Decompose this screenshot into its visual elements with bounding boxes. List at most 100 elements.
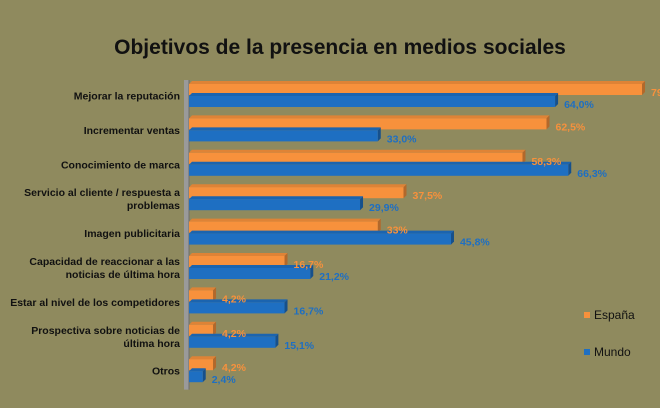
- bar-side-face: [213, 287, 217, 302]
- bar-mundo: [189, 164, 569, 176]
- bar-mundo: [189, 302, 285, 314]
- data-label: 62,5%: [556, 121, 586, 133]
- legend-label: Mundo: [594, 345, 631, 359]
- category-label: Mejorar la reputación: [74, 91, 180, 103]
- category-label: Otros: [152, 366, 180, 378]
- bar-mundo: [189, 199, 361, 211]
- chart-labels: 79,2% 64,0% Mejorar la reputación 62,5% 33,0…: [10, 87, 660, 386]
- bar-side-face: [377, 218, 381, 233]
- category-label-line: Prospectiva sobre noticias de: [31, 325, 180, 337]
- legend-swatch: [584, 349, 590, 355]
- chart-legend: España Mundo: [584, 308, 635, 359]
- chart-title: Objetivos de la presencia en medios soci…: [114, 36, 566, 59]
- bar-top-face: [189, 230, 454, 234]
- data-label: 29,9%: [369, 202, 399, 214]
- bar-espana: [189, 187, 404, 199]
- bar-top-face: [189, 333, 279, 337]
- category-label: Incrementar ventas: [84, 125, 180, 137]
- bar-espana: [189, 359, 214, 371]
- bar-side-face: [284, 253, 288, 267]
- bar-espana: [189, 84, 643, 95]
- category-label-line: Conocimiento de marca: [61, 159, 180, 171]
- category-label-line: noticias de última hora: [66, 269, 181, 281]
- bar-espana: [189, 152, 523, 164]
- bar-side-face: [555, 93, 559, 107]
- bar-side-face: [403, 184, 407, 199]
- category-label-line: problemas: [127, 200, 180, 212]
- bar-side-face: [450, 230, 454, 245]
- bar-mundo: [189, 371, 203, 383]
- bar-top-face: [189, 356, 217, 360]
- data-label: 64,0%: [564, 99, 594, 111]
- bar-side-face: [546, 115, 550, 130]
- bar-top-face: [189, 115, 550, 119]
- category-label-line: última hora: [123, 338, 180, 350]
- bar-top-face: [189, 321, 217, 325]
- bar-top-face: [189, 368, 206, 372]
- data-label: 4,2%: [222, 293, 247, 305]
- bar-top-face: [189, 265, 314, 268]
- category-label: Estar al nivel de los competidores: [10, 297, 180, 309]
- category-label-line: Incrementar ventas: [84, 125, 180, 137]
- bar-top-face: [189, 218, 381, 222]
- bar-side-face: [213, 356, 217, 371]
- bar-mundo: [189, 130, 378, 142]
- bar-top-face: [189, 299, 288, 303]
- data-label: 58,3%: [531, 156, 561, 168]
- bar-mundo: [189, 96, 556, 107]
- bar-side-face: [275, 333, 279, 348]
- bar-espana: [189, 256, 285, 267]
- data-label: 4,2%: [222, 362, 247, 374]
- category-label: Servicio al cliente / respuesta a problem…: [24, 187, 180, 212]
- category-label-line: Otros: [152, 366, 180, 378]
- category-label-line: Imagen publicitaria: [84, 228, 180, 240]
- bar-side-face: [213, 321, 217, 336]
- legend-swatch: [584, 312, 590, 318]
- data-label: 33%: [387, 225, 409, 237]
- bar-espana: [189, 118, 547, 130]
- category-label: Prospectiva sobre noticias de última hora: [31, 325, 180, 350]
- bar-side-face: [284, 299, 288, 314]
- bar-side-face: [202, 368, 206, 383]
- category-label: Capacidad de reaccionar a las noticias de…: [29, 256, 180, 281]
- bar-espana: [189, 324, 214, 336]
- data-label: 66,3%: [577, 168, 607, 180]
- chart-axis: [184, 80, 190, 390]
- bar-mundo: [189, 336, 276, 348]
- bar-top-face: [189, 127, 381, 131]
- chart-bars: [189, 81, 646, 383]
- bar-top-face: [189, 161, 572, 165]
- data-label: 79,2%: [651, 87, 660, 99]
- category-label-line: Estar al nivel de los competidores: [10, 297, 180, 309]
- data-label: 4,2%: [222, 328, 247, 340]
- bar-side-face: [377, 127, 381, 142]
- bar-side-face: [568, 161, 572, 176]
- bar-top-face: [189, 196, 364, 200]
- legend-label: España: [594, 308, 635, 322]
- data-label: 16,7%: [294, 305, 324, 317]
- data-label: 21,2%: [319, 271, 349, 283]
- bar-side-face: [360, 196, 364, 211]
- bar-top-face: [189, 81, 646, 84]
- category-label-line: Mejorar la reputación: [74, 91, 180, 103]
- bar-espana: [189, 221, 378, 233]
- bar-top-face: [189, 287, 217, 291]
- data-label: 45,8%: [460, 237, 490, 249]
- data-label: 33,0%: [387, 133, 417, 145]
- bar-mundo: [189, 268, 311, 279]
- category-label: Conocimiento de marca: [61, 159, 180, 171]
- bar-top-face: [189, 149, 526, 153]
- category-label-line: Servicio al cliente / respuesta a: [24, 187, 180, 199]
- category-label-line: Capacidad de reaccionar a las: [29, 256, 180, 268]
- bar-side-face: [642, 81, 646, 95]
- category-label: Imagen publicitaria: [84, 228, 180, 240]
- data-label: 16,7%: [294, 259, 324, 271]
- bar-espana: [189, 290, 214, 302]
- bar-side-face: [522, 149, 526, 164]
- bar-side-face: [310, 265, 314, 279]
- data-label: 2,4%: [212, 374, 237, 386]
- bar-top-face: [189, 93, 559, 96]
- bar-mundo: [189, 233, 451, 245]
- bar-top-face: [189, 253, 288, 256]
